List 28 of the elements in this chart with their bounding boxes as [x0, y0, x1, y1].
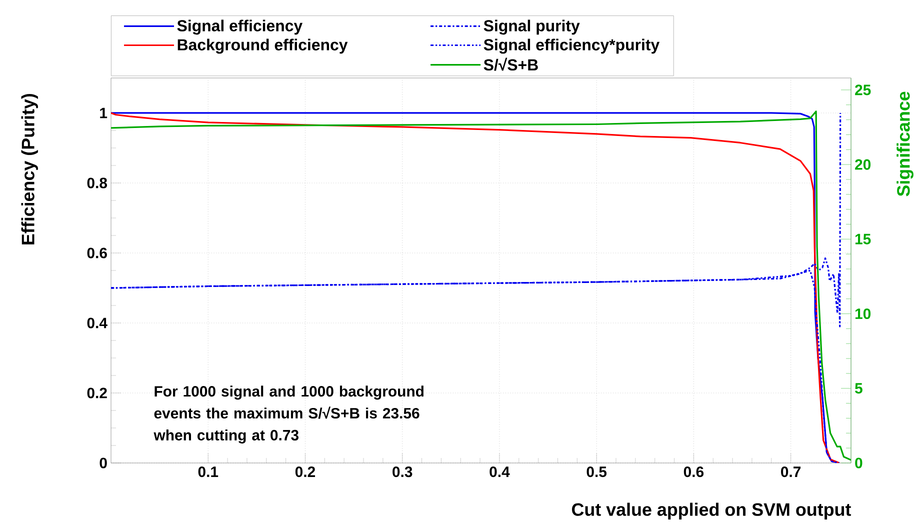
y-tick-label: 0.4: [87, 318, 108, 328]
y2-tick-label: 5: [854, 383, 862, 394]
legend-label: S/√S+B: [484, 58, 538, 71]
x-tick-label: 0.6: [684, 466, 704, 478]
y-axis-title: Efficiency (Purity): [21, 94, 38, 244]
legend-label: Signal efficiency: [177, 20, 302, 35]
annotation: For 1000 signal and 1000 background events the maximum S/√S+B is 23.56 when cutting at 0.73: [154, 386, 424, 444]
y2-tick-label: 15: [855, 234, 871, 244]
y2-tick-label: 0: [855, 458, 862, 468]
y2-axis-title: Significance: [896, 92, 914, 196]
x-tick-label: 0.7: [781, 466, 801, 478]
legend-label: Signal purity: [484, 20, 580, 35]
y2-tick-label: 10: [855, 308, 871, 320]
legend-label: Background efficiency: [178, 38, 348, 54]
y-tick-label: 1: [100, 108, 108, 118]
y-tick-label: 0.8: [87, 178, 108, 188]
x-tick-label: 0.1: [198, 466, 218, 478]
x-tick-label: 0.2: [295, 466, 316, 478]
x-tick-label: 0.5: [586, 466, 607, 478]
y2-tick-label: 20: [855, 159, 871, 170]
x-tick-label: 0.4: [490, 466, 510, 478]
y2-tick-label: 25: [855, 84, 871, 96]
x-axis-title: Cut value applied on SVM output: [572, 502, 851, 520]
legend-label: Signal efficiency*purity: [484, 38, 660, 54]
x-tick-label: 0.3: [392, 466, 412, 478]
y-tick-label: 0.2: [87, 388, 107, 398]
y-tick-label: 0: [100, 458, 107, 468]
y-tick-label: 0.6: [87, 248, 107, 258]
